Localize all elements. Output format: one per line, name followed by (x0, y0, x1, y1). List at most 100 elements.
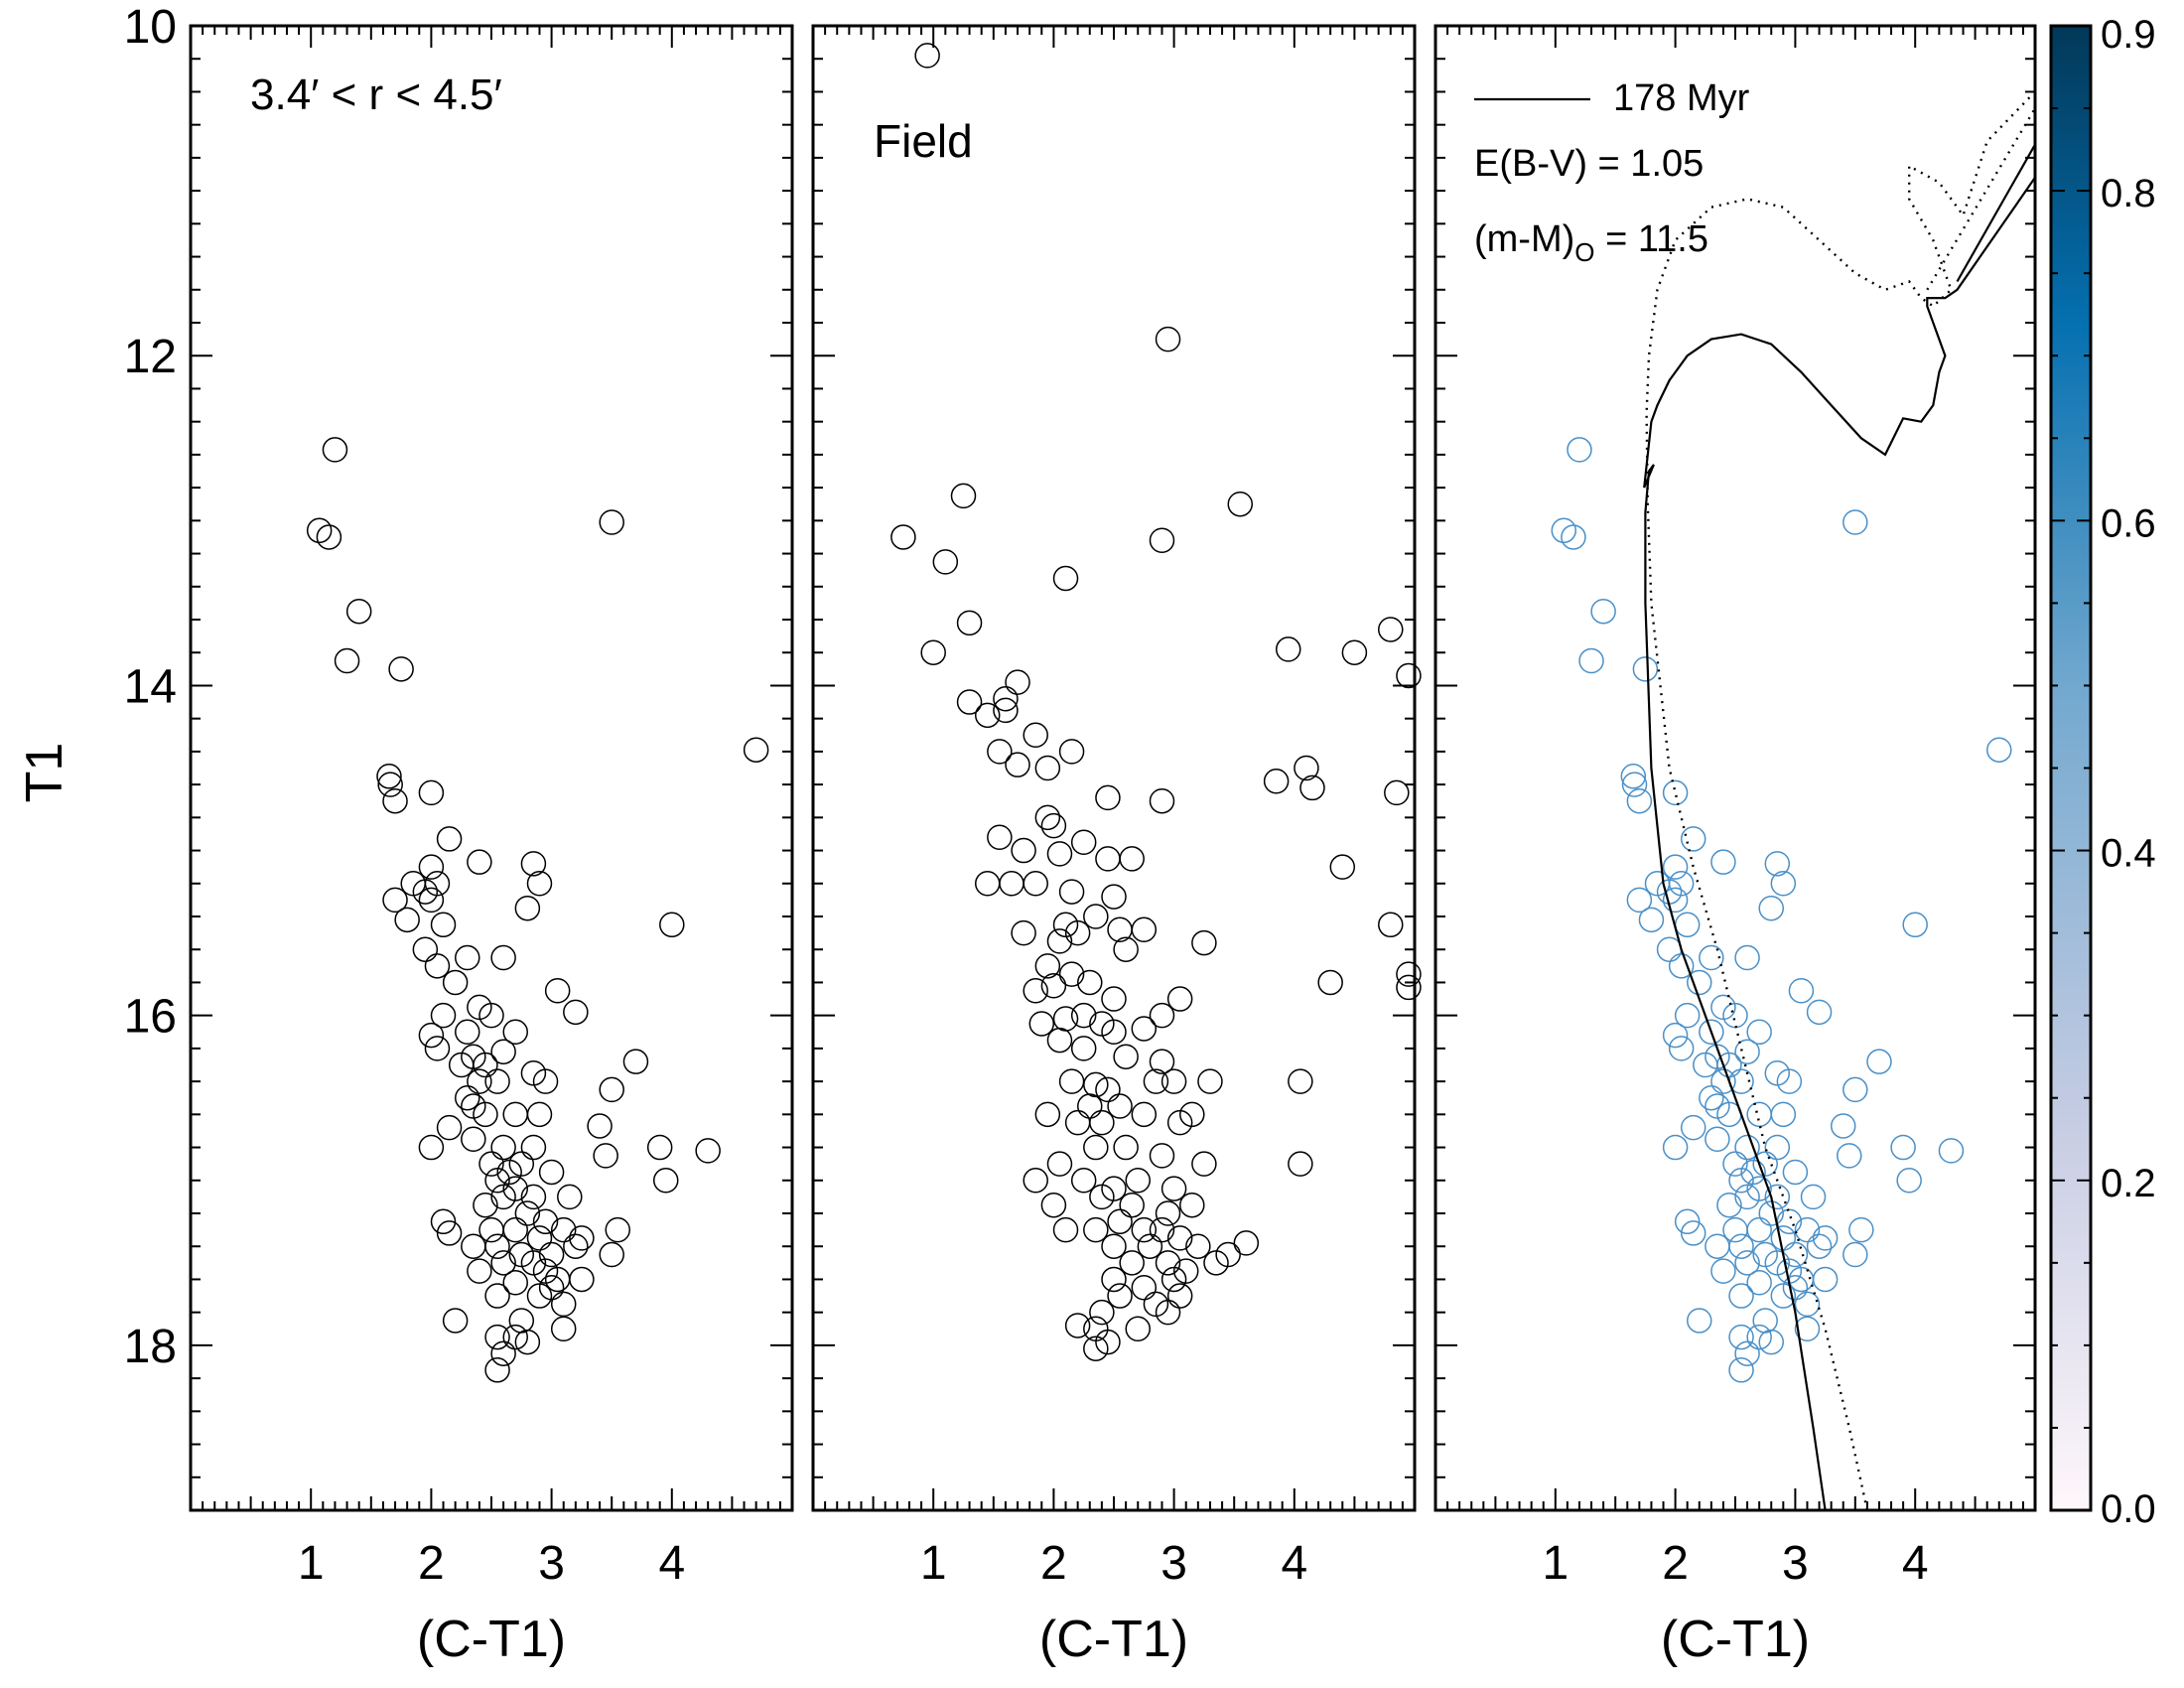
star-marker (418, 1022, 445, 1049)
star-marker (382, 787, 408, 814)
legend-distance-subscript: O (1574, 237, 1594, 267)
star-marker (532, 1208, 559, 1235)
x-tick-label: 3 (1160, 1537, 1187, 1590)
star-marker (1058, 739, 1085, 765)
star-marker (1662, 1134, 1689, 1161)
star-marker (532, 1068, 559, 1094)
star-marker (1197, 1068, 1223, 1094)
star-marker (436, 1114, 463, 1141)
star-marker (1782, 1159, 1809, 1186)
star-marker (1149, 787, 1175, 814)
colorbar-tick-label: 0.0 (2101, 1487, 2156, 1531)
star-marker (502, 1019, 528, 1046)
star-marker (1843, 1241, 1868, 1268)
panel-3-frame (1433, 24, 2037, 1512)
star-marker (1752, 1151, 1778, 1177)
isochrone-dotted-line (1645, 90, 2036, 1511)
star-marker (1149, 1002, 1175, 1029)
star-marker (1746, 1270, 1772, 1296)
star-marker (508, 1151, 535, 1177)
star-marker (455, 944, 480, 971)
star-marker (490, 1250, 516, 1276)
star-marker (1011, 919, 1036, 946)
star-marker (1638, 907, 1665, 933)
star-marker (430, 1208, 457, 1235)
star-marker (1662, 1022, 1689, 1049)
star-marker (987, 824, 1013, 851)
star-marker (587, 1113, 613, 1139)
star-marker (490, 1039, 516, 1064)
star-marker (1155, 1299, 1181, 1326)
y-tick-label: 10 (124, 1, 177, 54)
star-marker (1052, 565, 1079, 592)
star-marker (1776, 1208, 1803, 1235)
star-marker (1131, 1101, 1158, 1128)
star-marker (569, 1266, 595, 1293)
star-marker (473, 1101, 498, 1128)
star-marker (1794, 1291, 1821, 1318)
star-marker (1843, 509, 1868, 535)
x-tick-label: 4 (658, 1537, 685, 1590)
star-marker (599, 509, 624, 535)
star-marker (1746, 1101, 1772, 1128)
star-marker (1378, 617, 1404, 642)
star-marker (1149, 1143, 1175, 1169)
colorbar-tick-label: 0.9 (2101, 13, 2156, 57)
star-marker (502, 1216, 528, 1243)
star-marker (1776, 1068, 1803, 1094)
star-marker (1710, 1068, 1736, 1094)
star-marker (1770, 1101, 1797, 1128)
star-marker (1034, 953, 1061, 979)
star-marker (550, 1291, 577, 1318)
panel-field: 1 2 3 4 Field (C-T1) (811, 24, 1422, 1668)
star-marker (1233, 1230, 1260, 1256)
star-marker (950, 483, 977, 509)
panel-1-annotation: 3.4′ < r < 4.5′ (250, 70, 502, 119)
star-marker (1113, 1134, 1139, 1161)
star-marker (1058, 1068, 1085, 1094)
panel-1-ticks (191, 26, 792, 1510)
star-marker (1203, 1250, 1229, 1276)
y-tick-label: 18 (124, 1321, 177, 1373)
star-marker (1070, 829, 1097, 855)
star-marker (1034, 755, 1061, 781)
star-marker (1788, 978, 1815, 1004)
star-marker (1551, 517, 1577, 544)
star-marker (377, 772, 403, 797)
star-marker (484, 1233, 510, 1259)
star-marker (1734, 1340, 1760, 1366)
star-marker (490, 944, 516, 971)
star-marker (974, 871, 1001, 897)
star-marker (490, 1340, 516, 1366)
star-marker (442, 1308, 469, 1334)
star-marker (1578, 647, 1604, 674)
star-marker (322, 437, 348, 463)
star-marker (467, 1068, 492, 1094)
star-marker (1299, 774, 1325, 801)
star-marker (1902, 912, 1928, 938)
star-marker (1101, 1233, 1127, 1259)
star-marker (455, 1019, 480, 1046)
x-tick-label: 2 (1662, 1537, 1689, 1590)
star-marker (1149, 1049, 1175, 1074)
x-tick-label: 1 (298, 1537, 325, 1590)
star-marker (1083, 1216, 1109, 1243)
star-marker (1131, 1016, 1158, 1042)
star-marker (306, 517, 333, 544)
star-marker (1770, 871, 1797, 897)
star-marker (514, 895, 541, 921)
star-marker (467, 1258, 492, 1284)
star-marker (473, 1192, 498, 1218)
star-marker (502, 1324, 528, 1350)
star-marker (1699, 1084, 1724, 1111)
star-marker (502, 1101, 528, 1128)
star-marker (473, 1052, 498, 1078)
star-marker (1668, 1036, 1695, 1061)
star-marker (1131, 1275, 1158, 1301)
star-marker (1396, 662, 1422, 689)
star-marker (993, 685, 1019, 712)
star-marker (1040, 1192, 1067, 1218)
star-marker (1288, 1068, 1313, 1094)
star-marker (1734, 1039, 1760, 1064)
star-marker (550, 1216, 577, 1243)
